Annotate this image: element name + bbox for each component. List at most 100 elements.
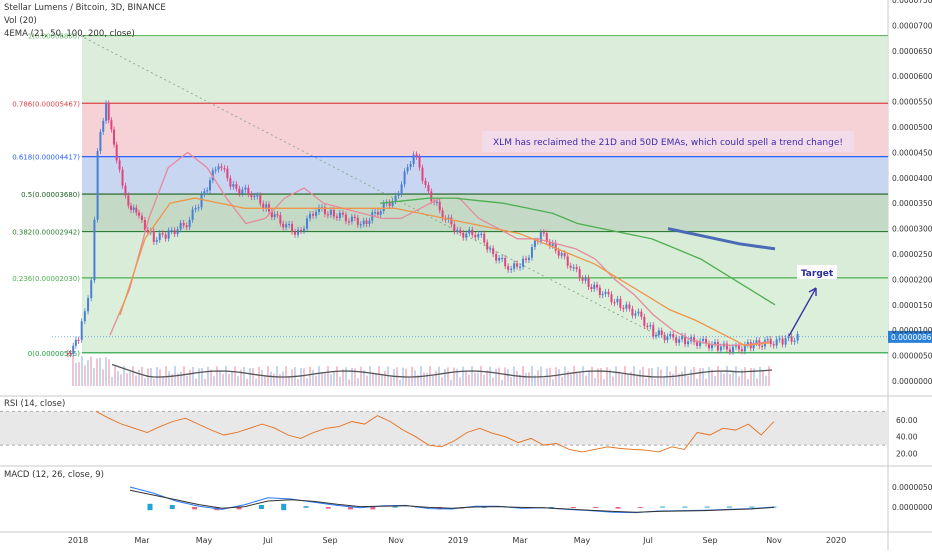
volume-bar bbox=[552, 379, 554, 386]
macd-indicator-label[interactable]: MACD (12, 26, close, 9) bbox=[4, 470, 104, 480]
candle-body bbox=[719, 346, 722, 351]
candle-body bbox=[99, 131, 102, 152]
volume-bar bbox=[705, 378, 707, 386]
volume-bar bbox=[660, 369, 662, 386]
candle-body bbox=[483, 233, 486, 243]
rsi-tick-label: 60.00 bbox=[896, 416, 918, 425]
candle-body bbox=[96, 151, 99, 220]
symbol-title[interactable]: Stellar Lumens / Bitcoin, 3D, BINANCE bbox=[4, 3, 166, 13]
macd-histogram-bar bbox=[660, 506, 666, 508]
candle-body bbox=[412, 154, 415, 165]
candle-body bbox=[359, 224, 362, 226]
candle-body bbox=[522, 258, 525, 267]
volume-bar bbox=[111, 376, 113, 386]
candle-body bbox=[687, 341, 690, 345]
macd-histogram-bar bbox=[392, 506, 398, 508]
candle-body bbox=[341, 212, 344, 215]
volume-bar bbox=[147, 368, 149, 386]
candle-body bbox=[132, 207, 135, 210]
volume-bar bbox=[186, 375, 188, 386]
candle-body bbox=[578, 269, 581, 279]
volume-bar bbox=[537, 370, 539, 386]
candle-body bbox=[507, 266, 510, 270]
candle-body bbox=[185, 225, 188, 228]
volume-bar bbox=[678, 373, 680, 386]
fibonacci-retracement[interactable]: 1(0.00006800) 0.786(0.00005467) 0.618(0.00… bbox=[12, 33, 888, 358]
candle-body bbox=[545, 233, 548, 243]
volume-bar bbox=[300, 367, 302, 386]
ema-indicator-label[interactable]: 4EMA (21, 50, 100, 200, close) bbox=[4, 29, 135, 39]
x-tick-label: Nov bbox=[766, 536, 782, 545]
volume-bar bbox=[606, 367, 608, 386]
candle-body bbox=[155, 239, 158, 242]
volume-bar bbox=[324, 373, 326, 386]
candle-body bbox=[124, 185, 127, 196]
candle-body bbox=[462, 232, 465, 238]
candle-body bbox=[247, 187, 250, 195]
candle-body bbox=[376, 212, 379, 215]
macd-histogram-bar bbox=[615, 507, 621, 509]
candle-body bbox=[303, 228, 306, 232]
volume-bar bbox=[558, 369, 560, 386]
candle-body bbox=[459, 229, 462, 233]
candle-body bbox=[655, 334, 658, 337]
candle-body bbox=[209, 180, 211, 191]
candle-body bbox=[379, 210, 382, 215]
candle-body bbox=[660, 330, 663, 335]
volume-bar bbox=[177, 373, 179, 386]
volume-bar bbox=[291, 369, 293, 386]
volume-bar bbox=[591, 366, 593, 386]
volume-bar bbox=[645, 378, 647, 386]
candle-body bbox=[223, 168, 226, 170]
volume-bar bbox=[264, 375, 266, 386]
volume-bar bbox=[258, 366, 260, 386]
candle-body bbox=[388, 202, 391, 206]
volume-bar bbox=[225, 366, 227, 386]
volume-bar bbox=[564, 366, 566, 386]
candle-body bbox=[143, 219, 146, 230]
volume-bar bbox=[87, 360, 89, 386]
volume-bar bbox=[348, 379, 350, 386]
candle-body bbox=[318, 207, 321, 212]
macd-histogram-bar bbox=[593, 507, 599, 508]
candle-body bbox=[74, 339, 77, 346]
volume-bar bbox=[114, 366, 116, 386]
candle-body bbox=[672, 334, 675, 338]
candle-body bbox=[300, 229, 303, 232]
candle-body bbox=[113, 129, 116, 145]
rsi-indicator-label[interactable]: RSI (14, close) bbox=[4, 399, 66, 409]
candle-body bbox=[259, 195, 262, 204]
volume-bar bbox=[327, 366, 329, 386]
candle-body bbox=[203, 191, 206, 195]
candle-body bbox=[787, 336, 790, 339]
candle-body bbox=[649, 325, 652, 327]
volume-bar bbox=[468, 374, 470, 386]
candle-body bbox=[241, 189, 244, 194]
volume-bar bbox=[204, 378, 206, 386]
annotations[interactable]: XLM has reclaimed the 21D and 50D EMAs, … bbox=[482, 131, 854, 337]
volume-bar bbox=[663, 376, 665, 386]
candle-body bbox=[519, 266, 522, 268]
volume-bar bbox=[357, 378, 359, 386]
volume-bar bbox=[756, 378, 758, 386]
candle-body bbox=[72, 345, 75, 354]
candle-body bbox=[539, 232, 542, 242]
volume-bar bbox=[459, 377, 461, 386]
volume-bar bbox=[93, 367, 95, 386]
volume-indicator-label[interactable]: Vol (20) bbox=[4, 16, 37, 26]
volume-bar bbox=[696, 378, 698, 386]
candle-body bbox=[214, 169, 217, 171]
volume-bar bbox=[474, 372, 476, 386]
x-tick-label: Mar bbox=[512, 536, 528, 545]
candle-body bbox=[397, 193, 400, 196]
volume-bar bbox=[750, 367, 752, 386]
candle-body bbox=[191, 209, 194, 220]
